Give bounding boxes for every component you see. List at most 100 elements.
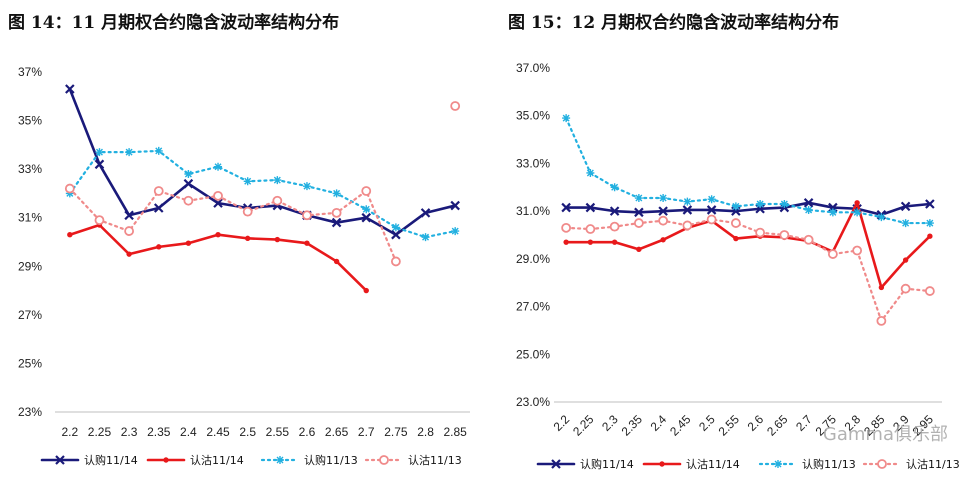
x-tick-label: 2.35 xyxy=(147,425,171,439)
data-point xyxy=(95,148,104,157)
data-point xyxy=(273,176,282,185)
chart-panel-december: 图 15：12 月期权合约隐含波动率结构分布 23.0% 25.0% 27.0% 29… xyxy=(482,0,964,480)
data-point xyxy=(451,227,460,236)
x-tick-label: 2.4 xyxy=(648,412,670,434)
x-tick-label: 2.3 xyxy=(121,425,138,439)
data-point xyxy=(94,215,105,226)
legend-marker xyxy=(379,455,389,465)
data-point xyxy=(185,240,192,246)
series-line xyxy=(565,218,931,322)
data-point xyxy=(779,230,790,240)
y-tick-label: 35% xyxy=(18,114,42,128)
legend-item: 认沽11/13 xyxy=(862,458,960,471)
legend-item: 认购11/13 xyxy=(758,457,856,471)
data-point xyxy=(124,226,135,236)
data-point xyxy=(215,232,221,238)
data-point xyxy=(304,240,310,246)
data-point xyxy=(924,286,935,296)
x-tick-label: 2.45 xyxy=(206,425,230,439)
y-tick-label: 33% xyxy=(18,162,42,176)
y-tick-label: 33.0% xyxy=(516,156,550,170)
data-point xyxy=(682,205,693,215)
data-point xyxy=(611,239,618,245)
data-point xyxy=(706,214,717,225)
data-point xyxy=(877,213,886,222)
data-point xyxy=(803,198,814,208)
data-point xyxy=(827,249,838,259)
y-tick-label: 27% xyxy=(18,308,42,322)
chart-panel-november: 图 14：11 月期权合约隐含波动率结构分布 23% 25% 27% 29% 31% 33… xyxy=(8,13,470,467)
data-point xyxy=(636,246,642,253)
legend-marker xyxy=(659,461,665,467)
series-1 xyxy=(67,222,369,294)
y-tick-label: 37.0% xyxy=(516,61,550,75)
legend-label: 认购11/14 xyxy=(84,453,138,467)
data-point xyxy=(64,183,75,194)
x-tick-label: 2.4 xyxy=(180,425,197,439)
y-tick-label: 27.0% xyxy=(516,300,550,314)
data-point xyxy=(755,227,766,238)
data-point xyxy=(361,212,372,223)
legend-marker xyxy=(55,455,65,465)
y-tick-label: 29% xyxy=(18,259,42,273)
y-tick-label: 37% xyxy=(18,65,42,79)
y-tick-label: 31.0% xyxy=(516,204,550,218)
legend-label: 认沽11/13 xyxy=(408,454,462,467)
data-point xyxy=(243,177,252,186)
line-chart-november: 23% 25% 27% 29% 31% 33% 35% 37% 2.2 2.25 2.3 2.35 2.… xyxy=(18,65,470,467)
legend-label: 认沽11/14 xyxy=(686,458,740,471)
x-tick-label: 2.3 xyxy=(599,412,621,434)
data-point xyxy=(274,236,281,243)
series-line xyxy=(565,116,931,225)
data-point xyxy=(587,239,594,245)
data-point xyxy=(153,203,164,213)
x-tick-label: 2.25 xyxy=(570,412,597,439)
series-line xyxy=(564,201,932,217)
legend-item: 认沽11/13 xyxy=(364,454,462,467)
x-tick-label: 2.5 xyxy=(696,412,718,434)
y-tick-label: 23% xyxy=(18,405,42,419)
data-point xyxy=(391,229,401,240)
data-point xyxy=(361,186,372,196)
legend-marker xyxy=(163,457,169,463)
series-0 xyxy=(65,84,460,240)
x-tick-label: 2.2 xyxy=(61,425,78,439)
data-point xyxy=(156,244,162,250)
data-point xyxy=(331,217,342,228)
data-point xyxy=(878,284,885,291)
y-tick-label: 31% xyxy=(18,211,42,225)
x-tick-label: 2.8 xyxy=(417,425,434,439)
data-point xyxy=(804,205,813,214)
data-point xyxy=(154,146,163,155)
data-point xyxy=(124,210,134,221)
data-point xyxy=(333,258,340,265)
data-point xyxy=(563,239,569,245)
data-point xyxy=(302,210,312,221)
data-point xyxy=(562,114,571,123)
data-point xyxy=(706,205,717,215)
chart-title: 图 14：11 月期权合约隐含波动率结构分布 xyxy=(8,13,340,33)
data-point xyxy=(450,200,460,211)
data-point xyxy=(125,148,134,157)
data-point xyxy=(126,251,132,257)
data-point xyxy=(609,221,620,232)
x-tick-label: 2.75 xyxy=(384,425,408,439)
legend-label: 认购11/13 xyxy=(802,457,856,471)
x-tick-label: 2.6 xyxy=(745,412,767,434)
data-point xyxy=(828,208,837,217)
data-point xyxy=(585,202,596,213)
line-chart-december: 23.0% 25.0% 27.0% 29.0% 31.0% 33.0% 35.0% 37.0%… xyxy=(516,61,960,471)
data-point xyxy=(683,197,692,206)
x-tick-label: 2.2 xyxy=(551,412,573,434)
data-point xyxy=(65,84,75,94)
x-tick-label: 2.7 xyxy=(358,425,375,439)
x-tick-label: 2.35 xyxy=(619,412,646,439)
data-point xyxy=(609,206,620,216)
chart-title: 图 15：12 月期权合约隐含波动率结构分布 xyxy=(508,13,840,33)
data-point xyxy=(658,206,668,216)
data-point xyxy=(362,205,371,214)
series-line xyxy=(564,201,932,289)
data-point xyxy=(391,223,400,232)
data-point xyxy=(184,170,193,178)
data-point xyxy=(302,182,311,191)
